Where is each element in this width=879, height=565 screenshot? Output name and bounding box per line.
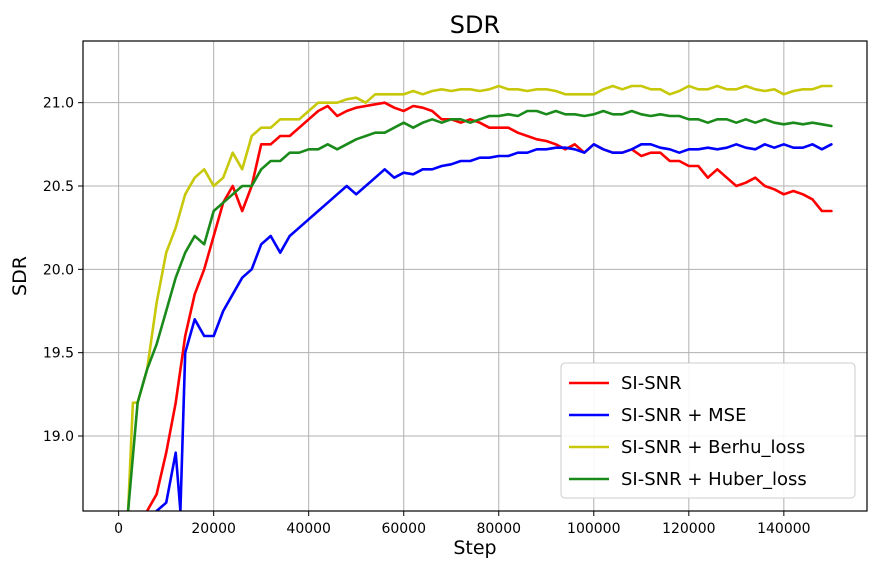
legend: SI-SNR SI-SNR + MSE SI-SNR + Berhu_loss SI-… <box>560 362 856 499</box>
x-tick-label: 140000 <box>757 521 810 537</box>
y-tick-label: 20.5 <box>43 179 74 195</box>
x-tick-label: 40000 <box>286 521 331 537</box>
legend-label: SI-SNR + Berhu_loss <box>621 437 805 458</box>
x-tick-label: 100000 <box>567 521 620 537</box>
series-line-2 <box>126 84 833 511</box>
x-tick-label: 120000 <box>662 521 715 537</box>
legend-label: SI-SNR + Huber_loss <box>621 469 807 490</box>
series-line-1 <box>155 143 833 511</box>
y-tick-label: 21.0 <box>43 96 74 112</box>
x-axis-title: Step <box>453 537 496 559</box>
x-tick-label: 0 <box>114 521 123 537</box>
x-ticks: 0 20000 40000 60000 80000 100000 120000 140000 <box>114 511 811 537</box>
y-tick-label: 20.0 <box>43 262 74 278</box>
series-line-3 <box>126 109 833 511</box>
legend-box <box>560 362 856 499</box>
plot-area: 0 20000 40000 60000 80000 100000 120000 140000 … <box>43 40 868 537</box>
legend-label: SI-SNR <box>621 373 682 394</box>
y-axis-title: SDR <box>9 256 31 296</box>
axes-frame <box>82 40 868 512</box>
legend-label: SI-SNR + MSE <box>621 405 746 426</box>
y-tick-label: 19.5 <box>43 346 74 362</box>
x-tick-label: 20000 <box>191 521 236 537</box>
x-tick-label: 80000 <box>476 521 521 537</box>
series-lines <box>126 84 833 511</box>
chart-title: SDR <box>450 11 500 39</box>
y-ticks: 19.0 19.5 20.0 20.5 21.0 <box>43 96 83 445</box>
x-tick-label: 60000 <box>381 521 426 537</box>
series-line-0 <box>145 101 833 511</box>
y-tick-label: 19.0 <box>43 429 74 445</box>
